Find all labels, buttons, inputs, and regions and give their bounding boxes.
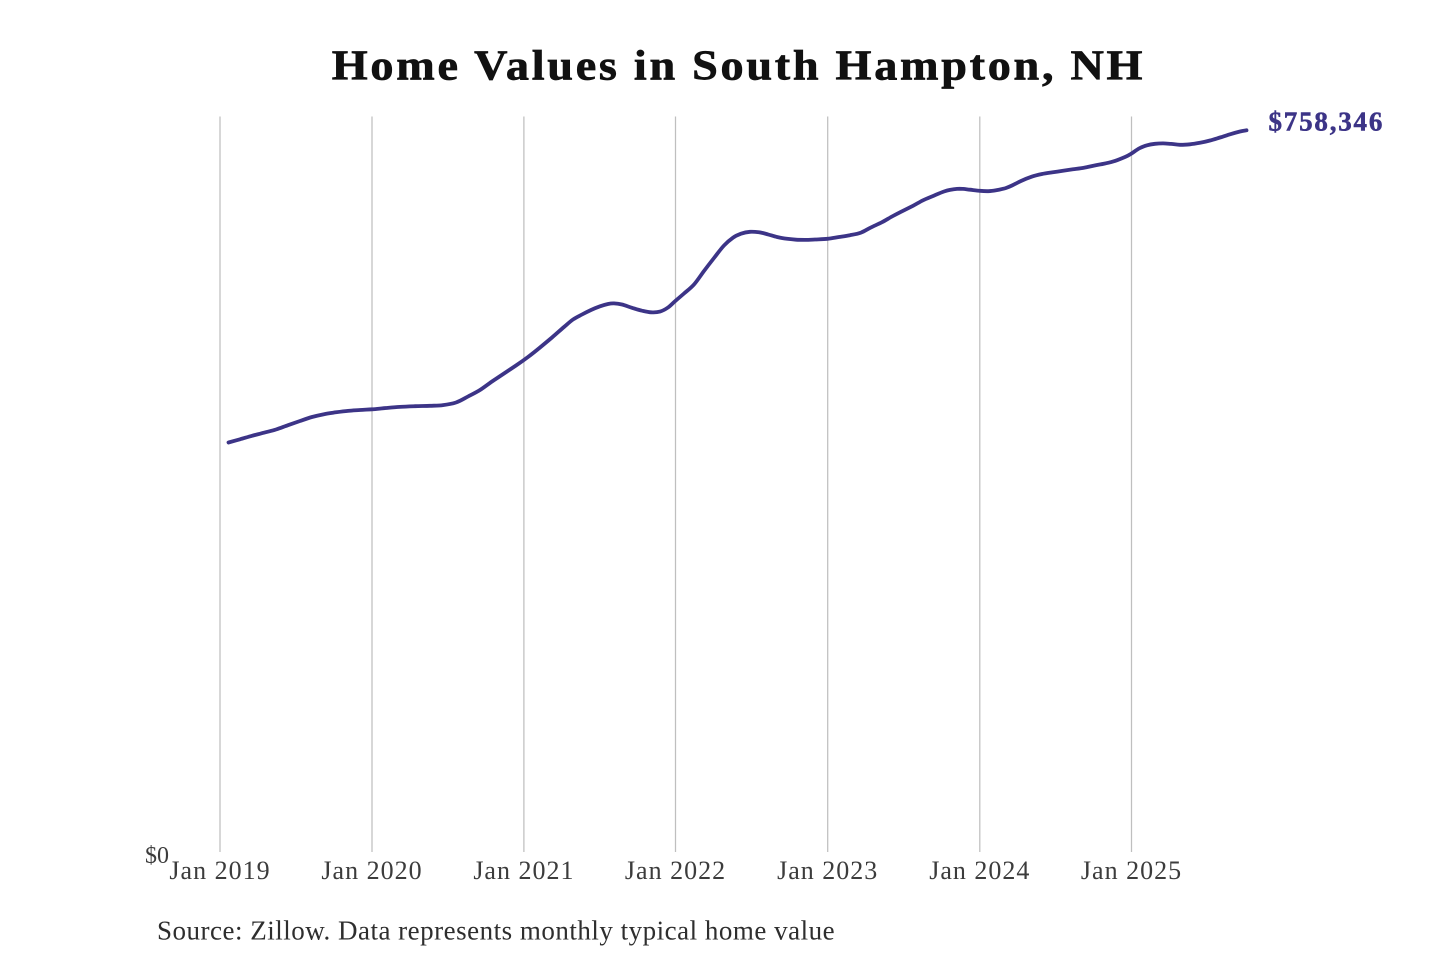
- svg-text:Jan 2022: Jan 2022: [625, 856, 726, 885]
- svg-text:Jan 2024: Jan 2024: [929, 856, 1030, 885]
- svg-text:Jan 2025: Jan 2025: [1081, 856, 1182, 885]
- svg-text:Jan 2020: Jan 2020: [321, 856, 422, 885]
- svg-text:Jan 2023: Jan 2023: [777, 856, 878, 885]
- svg-text:$0: $0: [145, 843, 169, 869]
- svg-text:$758,346: $758,346: [1269, 107, 1385, 137]
- svg-text:Source: Zillow. Data represent: Source: Zillow. Data represents monthly …: [157, 916, 835, 946]
- svg-text:Jan 2021: Jan 2021: [473, 856, 574, 885]
- svg-text:Jan 2019: Jan 2019: [169, 856, 270, 885]
- svg-text:Home Values in South Hampton,: Home Values in South Hampton, NH: [332, 41, 1145, 89]
